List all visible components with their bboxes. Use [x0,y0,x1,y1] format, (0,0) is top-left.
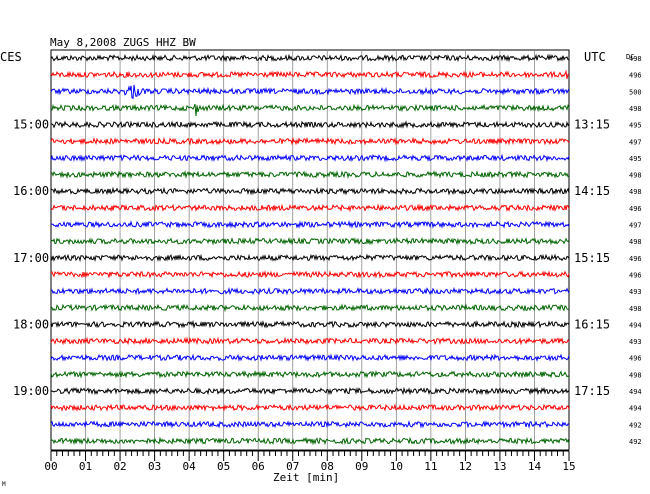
x-tick-label: 09 [355,460,368,473]
x-tick-label: 05 [217,460,230,473]
dc-column-label: DC [626,53,634,61]
trace-22 [50,420,570,429]
trace-19 [50,369,570,379]
trace-7 [50,170,570,180]
dc-offset-label: 500 [629,88,642,96]
trace-12 [50,253,570,263]
dc-offset-label: 492 [629,421,642,429]
dc-offset-label: 497 [629,138,642,146]
utc-axis-label: UTC [584,50,606,64]
local-time-label: 17:00 [13,251,49,265]
x-axis-title: Zeit [min] [273,471,339,484]
dc-offset-label: 492 [629,438,642,446]
trace-20 [50,386,570,396]
utc-time-label: 13:15 [574,118,610,132]
chart-labels: 00 01 02 03 04 05 06 07 08 09 10 11 12 13 14 15 498 496 50… [13,55,642,473]
trace-21 [50,403,570,412]
trace-13 [50,270,570,279]
x-tick-label: 11 [424,460,437,473]
utc-time-label: 15:15 [574,251,610,265]
local-time-label: 18:00 [13,317,49,331]
trace-18 [50,353,570,363]
trace-11 [50,236,570,246]
dc-offset-label: 494 [629,321,642,329]
x-tick-label: 08 [321,460,334,473]
x-tick-label: 03 [148,460,161,473]
x-tick-label: 10 [390,460,403,473]
x-tick-label: 14 [528,460,542,473]
trace-3 [50,103,570,117]
trace-9 [50,203,570,213]
trace-14 [50,286,570,296]
dc-offset-label: 498 [629,305,642,313]
dc-offset-label: 498 [629,188,642,196]
x-tick-label: 12 [459,460,472,473]
trace-6 [50,153,570,163]
x-tick-label: 04 [183,460,197,473]
dc-offset-label: 495 [629,155,642,163]
dc-offset-label: 498 [629,105,642,113]
utc-time-label: 14:15 [574,184,610,198]
x-tick-label: 15 [562,460,575,473]
dc-offset-label: 496 [629,255,642,263]
chart-title: May 8,2008 ZUGS HHZ BW [50,36,196,49]
local-time-label: 16:00 [13,184,49,198]
trace-16 [50,319,570,329]
dc-offset-label: 497 [629,222,642,230]
local-time-axis-label: CES [0,50,22,64]
trace-17 [50,336,570,346]
dc-offset-label: 498 [629,371,642,379]
trace-8 [50,186,570,196]
trace-23 [50,436,570,446]
trace-0 [50,53,570,63]
dc-offset-label: 498 [629,55,642,63]
dc-offset-label: 498 [629,238,642,246]
dc-offset-label: 496 [629,271,642,279]
dc-offset-label: 496 [629,205,642,213]
trace-5 [50,136,570,146]
dc-offset-label: 494 [629,388,642,396]
local-time-label: 19:00 [13,384,49,398]
trace-4 [50,120,570,129]
x-tick-label: 00 [44,460,57,473]
trace-1 [50,69,570,79]
minute-grid [50,49,570,461]
x-tick-label: 01 [79,460,92,473]
dc-offset-label: 494 [629,405,642,413]
x-tick-label: 06 [252,460,265,473]
trace-10 [50,220,570,229]
local-time-label: 15:00 [13,118,49,132]
seismogram-traces [50,53,570,446]
dc-offset-label: 495 [629,122,642,130]
x-tick-label: 02 [113,460,126,473]
trace-15 [50,303,570,313]
utc-time-label: 16:15 [574,317,610,331]
x-tick-label: 07 [286,460,299,473]
footer-mark: M [2,481,6,488]
plot-frame [50,49,570,451]
x-tick-label: 13 [493,460,506,473]
dc-offset-label: 498 [629,172,642,180]
trace-2 [50,84,570,100]
dc-offset-label: 493 [629,288,642,296]
dc-offset-label: 496 [629,72,642,80]
dc-offset-label: 493 [629,338,642,346]
dc-offset-label: 496 [629,355,642,363]
utc-time-label: 17:15 [574,384,610,398]
